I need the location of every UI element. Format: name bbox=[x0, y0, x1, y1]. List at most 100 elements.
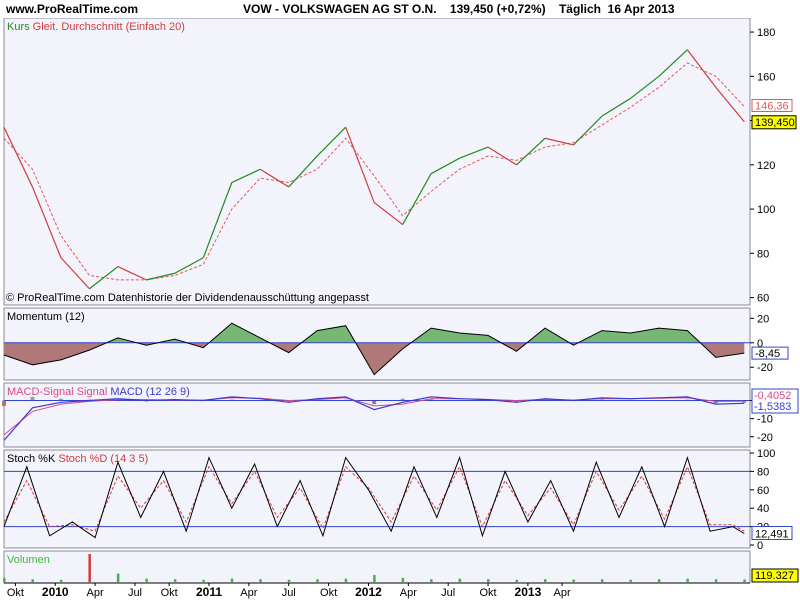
price-segment bbox=[573, 115, 603, 146]
last-price-box bbox=[751, 115, 797, 130]
x-tick-label: Okt bbox=[7, 587, 24, 599]
macd-hist-bar bbox=[372, 400, 377, 405]
macd-hist-bar bbox=[30, 396, 35, 401]
x-tick-label: 2013 bbox=[515, 585, 542, 599]
price-segment bbox=[259, 168, 290, 188]
volume-bar bbox=[173, 579, 177, 582]
y-tick-label: 120 bbox=[757, 160, 775, 172]
x-tick-label: Okt bbox=[479, 587, 496, 599]
volume-bar bbox=[657, 579, 661, 582]
signal-value-label: -0,4052 bbox=[754, 390, 791, 402]
panel-macd-frame bbox=[3, 382, 751, 448]
y-tick-label: 80 bbox=[757, 248, 769, 260]
x-tick-label: Jul bbox=[441, 587, 455, 599]
legend-entry: Stoch %D (14 3 5) bbox=[55, 453, 148, 465]
price-segment bbox=[288, 155, 318, 188]
legend-entry: Kurs bbox=[7, 21, 30, 33]
panel-volume-frame bbox=[3, 550, 751, 584]
price-segment bbox=[715, 86, 745, 123]
price-segment bbox=[146, 272, 175, 281]
y-tick-label: 60 bbox=[757, 293, 769, 305]
macd-hist-bar bbox=[2, 400, 6, 406]
macd-hist-bar bbox=[400, 398, 405, 401]
y-tick-label: 0 bbox=[757, 338, 763, 350]
panel-price-frame bbox=[3, 18, 751, 306]
volume-bar bbox=[714, 579, 718, 582]
price-segment bbox=[686, 49, 717, 88]
stoch-value-box bbox=[751, 526, 793, 541]
price-footnote: © ProRealTime.com Datenhistorie der Divi… bbox=[6, 292, 369, 304]
ma-value-label: 146,36 bbox=[755, 100, 789, 112]
y-tick-label: 60 bbox=[757, 485, 769, 497]
price-segment bbox=[601, 97, 631, 117]
volume-bar bbox=[572, 579, 575, 582]
price-segment bbox=[459, 146, 489, 159]
ma20-line bbox=[3, 62, 745, 281]
volume-bar bbox=[430, 579, 433, 582]
x-tick-label: Jul bbox=[128, 587, 142, 599]
volume-bar bbox=[344, 578, 348, 582]
volume-bar bbox=[487, 579, 490, 582]
volume-bar bbox=[458, 578, 462, 582]
volume-bar bbox=[629, 579, 632, 582]
y-tick-label: 0 bbox=[757, 540, 763, 552]
momentum-neg-area bbox=[4, 342, 745, 375]
volume-bar bbox=[287, 579, 291, 582]
y-tick-label: -20 bbox=[757, 362, 773, 374]
y-tick-label: -20 bbox=[757, 432, 773, 444]
x-tick-label: Okt bbox=[161, 587, 178, 599]
legend-entry: MACD-Signal Signal bbox=[7, 386, 107, 398]
price-segment bbox=[630, 75, 660, 99]
site-name[interactable]: www.ProRealTime.com bbox=[6, 2, 139, 16]
legend-entry: Gleit. Durchschnitt (Einfach 20) bbox=[30, 21, 185, 33]
stoch-value-label: 12,491 bbox=[755, 529, 789, 541]
macd-hist-bar bbox=[514, 400, 519, 403]
y-tick-label: 180 bbox=[757, 27, 775, 39]
legend-entry: Stoch %K bbox=[7, 453, 56, 465]
legend-entry: Volumen bbox=[7, 554, 50, 566]
volume-bar bbox=[88, 554, 91, 582]
price-segment bbox=[316, 126, 347, 157]
volume-value-box bbox=[751, 568, 799, 583]
volume-bar bbox=[686, 578, 689, 582]
y-tick-label: 100 bbox=[757, 204, 775, 216]
price-segment bbox=[487, 146, 517, 166]
volume-bar bbox=[543, 579, 547, 582]
header-bar: www.ProRealTime.com VOW - VOLKSWAGEN AG … bbox=[0, 0, 800, 18]
macd-hist-bar bbox=[58, 398, 63, 401]
macd-line bbox=[3, 396, 745, 441]
momentum-pos-area bbox=[4, 323, 745, 343]
legend-entry: Momentum (12) bbox=[7, 311, 85, 323]
momentum-value-label: -8,45 bbox=[755, 348, 780, 360]
volume-bar bbox=[116, 573, 120, 582]
price-segment bbox=[402, 173, 432, 225]
price-segment bbox=[60, 257, 90, 290]
momentum-line bbox=[3, 322, 745, 376]
panel-stochastic: 100806040200Stoch %K Stoch %D (14 3 5)12… bbox=[3, 448, 793, 552]
y-tick-label: 100 bbox=[757, 448, 775, 460]
volume-bar bbox=[3, 577, 6, 582]
price-segment bbox=[89, 266, 119, 290]
volume-bar bbox=[373, 575, 376, 582]
chart-area[interactable]: 6080100120140160180Kurs Gleit. Durchschn… bbox=[0, 18, 800, 600]
volume-value-label: 119.327 bbox=[755, 570, 794, 582]
volume-bar bbox=[401, 577, 405, 582]
volume-bar bbox=[259, 579, 262, 582]
panel-stochastic-legend: Stoch %K Stoch %D (14 3 5) bbox=[7, 453, 148, 465]
volume-bar bbox=[230, 578, 234, 582]
x-tick-label: 2010 bbox=[42, 585, 69, 599]
y-tick-label: 80 bbox=[757, 466, 769, 478]
x-axis: Okt 2010 Apr Jul Okt 2011 Apr Jul Okt 2012 Apr Jul O… bbox=[4, 582, 750, 599]
price-segment bbox=[3, 126, 34, 188]
panel-momentum: 20 0 -20 Momentum (12) -8,45 bbox=[3, 307, 789, 381]
x-tick-label: Okt bbox=[320, 587, 337, 599]
panel-stochastic-frame bbox=[3, 449, 751, 549]
y-tick-label: 20 bbox=[757, 313, 769, 325]
price-segment bbox=[544, 137, 574, 146]
y-tick-label: -10 bbox=[757, 414, 773, 426]
x-tick-label: Apr bbox=[400, 587, 417, 599]
ma-value-box bbox=[751, 98, 793, 112]
volume-bar bbox=[145, 578, 148, 582]
stoch-k-line bbox=[3, 455, 745, 539]
